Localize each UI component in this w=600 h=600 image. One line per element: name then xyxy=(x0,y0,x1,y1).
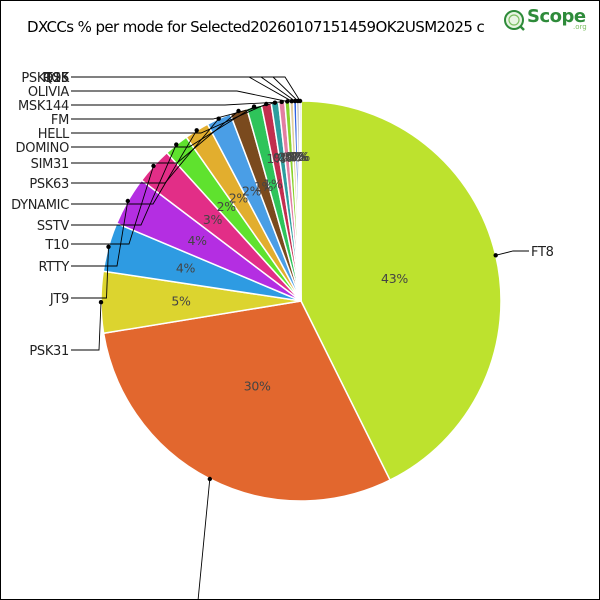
chart-title: DXCCs % per mode for Selected20260107151… xyxy=(27,18,484,36)
pie-pct-label-jt9: 4% xyxy=(176,261,196,276)
pie-leader-tip-jt9 xyxy=(106,244,111,249)
pie-pct-label-domino: 1% xyxy=(263,176,283,191)
pie-label-sim31: SIM31 xyxy=(31,157,69,172)
pie-label-ft8: FT8 xyxy=(531,245,554,260)
pie-leader-tip-sstv xyxy=(174,142,179,147)
pie-pct-label-olivia: 0% xyxy=(281,149,301,164)
pie-leader-tip-ft8 xyxy=(493,253,498,258)
pie-label-hell: HELL xyxy=(38,127,70,142)
pie-pct-label-sim31: 1% xyxy=(254,179,274,194)
pie-pct-label-fm: 0% xyxy=(273,150,293,165)
pie-pct-label-t10: 3% xyxy=(203,212,223,227)
pie-label-sstv: SSTV xyxy=(37,219,70,234)
pie-leader-dynamic xyxy=(71,130,198,205)
pie-leader-q15 xyxy=(71,76,299,102)
pie-label-olivia: OLIVIA xyxy=(28,85,70,100)
pie-leader-tip-t10 xyxy=(151,163,156,169)
logo-wordmark: Scope xyxy=(527,6,586,27)
pie-leader-tip-fsk xyxy=(289,99,294,104)
pie-label-jt9: JT9 xyxy=(49,292,69,307)
pie-leader-sim31 xyxy=(71,110,239,164)
pie-label-ros: ROS xyxy=(42,71,69,86)
pie-pct-label-rtty: 4% xyxy=(187,233,207,248)
pie-leader-tip-psk31 xyxy=(98,300,104,305)
pie-pct-label-psk31: 5% xyxy=(171,294,191,309)
pie-pct-label-sstv: 2% xyxy=(217,199,237,214)
pie-pct-label-ssb: 30% xyxy=(244,378,271,393)
pie-label-psk63: PSK63 xyxy=(29,177,69,192)
pie-leader-lines: FT8SSBPSK31JT9RTTYT10SSTVDYNAMICPSK63SIM… xyxy=(11,71,554,599)
pie-leader-tip-ros xyxy=(297,98,303,104)
pie-leader-domino xyxy=(71,106,255,148)
pie-label-psk125: PSK125 xyxy=(21,71,69,86)
pie-leader-ft8 xyxy=(495,250,529,256)
pie-label-fsk: FSK xyxy=(46,71,70,86)
qrzscope-logo: Scope .org xyxy=(501,6,589,36)
pie-leader-sstv xyxy=(71,144,177,226)
pie-pct-label-msk144: 0% xyxy=(277,150,297,165)
pie-leader-hell xyxy=(71,103,267,134)
magnifier-logo-icon xyxy=(504,10,525,31)
pie-pct-label-hell: 1% xyxy=(266,151,286,166)
pie-leader-fsk xyxy=(71,76,292,102)
pie-leader-tip-dynamic xyxy=(194,128,199,133)
pie-label-domino: DOMINO xyxy=(16,141,70,156)
pie-leader-psk125 xyxy=(71,76,296,102)
pie-leader-ssb xyxy=(197,478,211,599)
pie-leader-psk31 xyxy=(71,302,102,351)
pie-label-rtty: RTTY xyxy=(39,260,70,275)
pie-leader-t10 xyxy=(71,165,154,245)
pie-label-t10: T10 xyxy=(44,238,69,253)
pie-pct-label-psk63: 2% xyxy=(242,184,262,199)
pie-leader-rtty xyxy=(71,200,129,267)
pie-leader-tip-rtty xyxy=(125,198,130,204)
pie-label-q15: Q15 xyxy=(43,71,69,86)
pie-pct-label-ft8: 43% xyxy=(381,271,408,286)
pie-pct-label-psk125: 0% xyxy=(287,149,307,164)
pie-pct-label-dynamic: 2% xyxy=(229,191,249,206)
pie-leader-msk144 xyxy=(71,101,282,106)
pie-leader-fm xyxy=(71,102,276,120)
pie-label-dynamic: DYNAMIC xyxy=(11,198,69,213)
logo-suffix: .org xyxy=(573,23,587,31)
pie-leader-jt9 xyxy=(71,246,109,299)
pie-pct-label-ros: 0% xyxy=(291,149,311,164)
pie-label-msk144: MSK144 xyxy=(18,99,69,114)
pie-leader-tip-ssb xyxy=(207,476,212,482)
pie-leader-tip-olivia xyxy=(285,99,290,104)
pie-percent-labels: 43%30%5%4%4%3%2%2%2%1%1%1%0%0%0%0%0%0%0% xyxy=(171,149,408,393)
pie-pct-label-fsk: 0% xyxy=(285,149,305,164)
pie-label-psk31: PSK31 xyxy=(29,344,69,359)
pie-label-fm: FM xyxy=(51,113,69,128)
pie-pct-label-q15: 0% xyxy=(289,149,309,164)
pie-leader-olivia xyxy=(71,90,288,102)
pie-leader-ros xyxy=(71,76,301,102)
